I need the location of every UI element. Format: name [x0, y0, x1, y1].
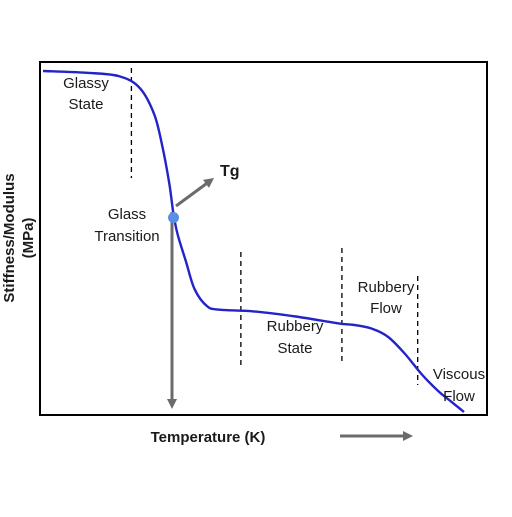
- region-label-glassy-state-line2: State: [68, 96, 103, 113]
- region-label-rubbery-state-line2: State: [277, 340, 312, 357]
- x-axis-label: Temperature (K): [151, 429, 266, 446]
- tg-label: Tg: [220, 163, 240, 180]
- region-label-viscous-flow-line2: Flow: [443, 388, 475, 405]
- modulus-curve: [42, 69, 465, 413]
- region-label-glass-transition-line2: Transition: [94, 228, 159, 245]
- tg-pointer-arrow: [175, 178, 215, 208]
- y-axis-label-line1: Stiffness/Modulus: [1, 173, 18, 302]
- region-label-glassy-state-line1: Glassy: [63, 75, 109, 92]
- plot-frame: [39, 61, 488, 416]
- region-label-viscous-flow-line1: Viscous: [433, 366, 485, 383]
- region-label-rubbery-flow-line1: Rubbery: [358, 279, 415, 296]
- region-label-rubbery-flow-line2: Flow: [370, 300, 402, 317]
- tg-marker: [168, 212, 180, 224]
- region-label-glass-transition-line1: Glass: [108, 206, 146, 223]
- y-axis-label-line2: (MPa): [20, 218, 37, 259]
- region-dividers: [130, 68, 419, 385]
- region-label-rubbery-state-line1: Rubbery: [267, 318, 324, 335]
